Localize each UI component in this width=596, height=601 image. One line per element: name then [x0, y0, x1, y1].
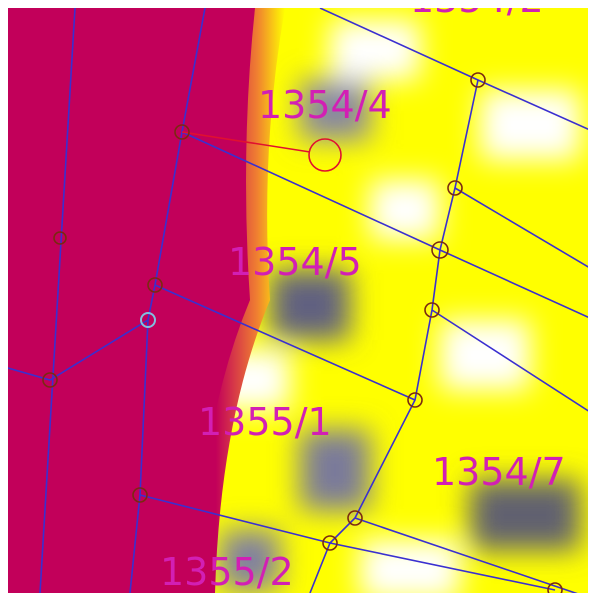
imagery	[210, 20, 580, 593]
parcel-label: 1355/2	[160, 550, 294, 594]
map-canvas: 1354/2 1354/4 1354/5 1355/1 1354/7 1355/…	[8, 0, 588, 594]
vertices	[42, 72, 563, 593]
parcel-label: 1354/7	[432, 450, 566, 494]
parcel-label: 1355/1	[198, 400, 332, 444]
boundaries	[8, 8, 588, 593]
parcel-label: 1354/4	[258, 83, 392, 127]
magenta-core	[8, 8, 255, 593]
parcel-label: 1354/2	[410, 0, 544, 21]
parcel-label: 1354/5	[228, 240, 362, 284]
